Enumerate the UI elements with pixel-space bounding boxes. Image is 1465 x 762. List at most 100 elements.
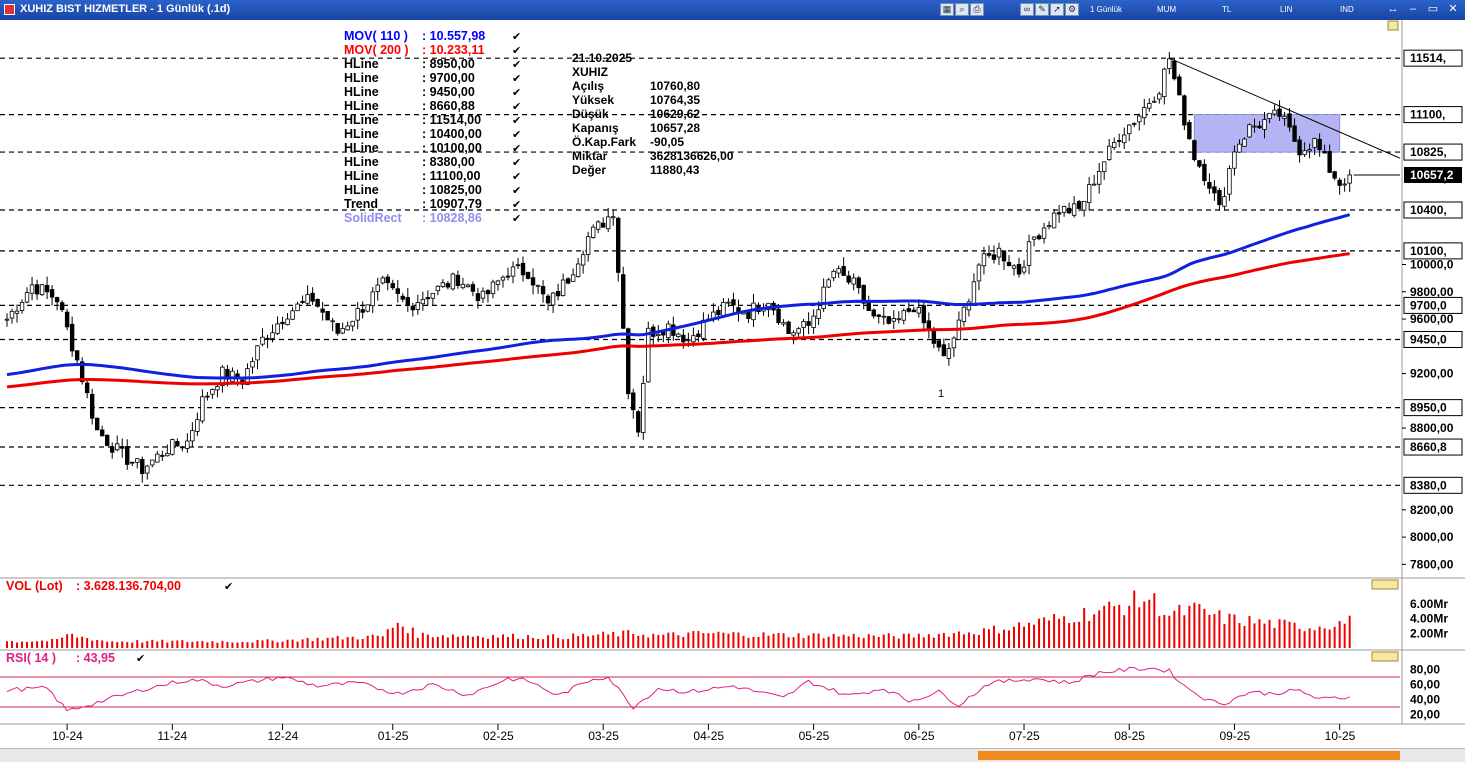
volume-bar xyxy=(1263,623,1266,648)
toolbar-icon[interactable]: ➚ xyxy=(1050,3,1064,16)
check-icon: ✔ xyxy=(512,101,521,113)
candle-body xyxy=(656,333,661,337)
candle-body xyxy=(1302,150,1307,156)
volume-bar xyxy=(862,638,865,648)
toolbar-indicators[interactable]: IND xyxy=(1340,5,1354,14)
volume-bar xyxy=(106,641,109,648)
volume-bar xyxy=(1248,616,1251,648)
candle-body xyxy=(886,316,891,324)
candle-body xyxy=(911,309,917,313)
volume-bar xyxy=(507,637,509,648)
legend-value: : 9450,00 xyxy=(422,85,475,99)
candle-body xyxy=(1232,151,1237,169)
toolbar-scale[interactable]: LIN xyxy=(1280,5,1293,14)
candle-body xyxy=(170,439,175,455)
volume-bar xyxy=(156,641,159,648)
price-axis: 10000,0 9800,00 9600,00 9200,00 8800,00 8200,… xyxy=(1402,49,1463,722)
hline-label: 10100, xyxy=(1410,244,1447,258)
volume-bar xyxy=(1113,606,1116,648)
volume-bar xyxy=(912,637,915,648)
time-scrollbar[interactable] xyxy=(0,748,1465,762)
candle-body xyxy=(415,302,421,310)
volume-bar xyxy=(146,641,149,648)
trend-line-segment xyxy=(1169,57,1401,159)
candle-body xyxy=(1162,68,1167,97)
toolbar-icon[interactable]: ⚙ xyxy=(1065,3,1079,16)
volume-bar xyxy=(802,638,805,648)
candle-body xyxy=(355,308,360,321)
volume-bar xyxy=(922,637,925,648)
legend-label: Trend xyxy=(344,197,378,211)
candle-body xyxy=(1081,200,1087,211)
candle-body xyxy=(280,321,285,325)
candle-body xyxy=(335,323,340,334)
info-label: Açılış xyxy=(572,79,604,93)
volume-bar xyxy=(1093,614,1096,648)
candle-body xyxy=(575,263,581,277)
candle-body xyxy=(726,301,731,304)
candle-body xyxy=(400,295,405,300)
volume-bar xyxy=(952,633,955,648)
close-icon[interactable]: ✕ xyxy=(1448,3,1458,15)
volume-bar xyxy=(206,642,209,648)
scroll-thumb[interactable] xyxy=(978,751,1400,760)
candle-body xyxy=(560,279,566,297)
candle-body xyxy=(190,430,195,442)
volume-bar xyxy=(732,632,735,648)
candle-body xyxy=(205,395,210,398)
toolbar-icon[interactable]: ∞ xyxy=(1020,3,1034,16)
rsi-series-line xyxy=(6,666,1350,712)
legend-value: : 10100,00 xyxy=(422,141,482,155)
candle-body xyxy=(130,461,135,464)
candle-body xyxy=(1242,138,1247,147)
volume-bar xyxy=(602,631,605,648)
toolbar-style[interactable]: MUM xyxy=(1157,5,1177,14)
candle-body xyxy=(791,332,796,336)
toolbar-icon[interactable]: ▦ xyxy=(940,3,954,16)
volume-bar xyxy=(972,634,975,648)
expand-icon[interactable]: ↔ xyxy=(1387,3,1399,15)
legend-label: HLine xyxy=(344,141,379,155)
volume-bar xyxy=(1193,602,1196,648)
candle-body xyxy=(1252,125,1257,128)
candle-body xyxy=(310,292,315,302)
volume-bar xyxy=(702,633,705,648)
toolbar-currency[interactable]: TL xyxy=(1222,5,1232,14)
volume-bar xyxy=(882,634,885,648)
toolbar-icon[interactable]: ✎ xyxy=(1035,3,1049,16)
time-tick-label: 06-25 xyxy=(904,729,935,743)
candle-body xyxy=(626,328,631,395)
candle-body xyxy=(1297,139,1302,156)
volume-bar xyxy=(672,632,675,648)
candle-body xyxy=(305,294,310,304)
candle-body xyxy=(946,348,952,359)
volume-bar xyxy=(101,640,104,648)
volume-bar xyxy=(1198,604,1201,648)
candle-body xyxy=(976,264,982,282)
volume-bar xyxy=(542,639,545,648)
volume-bar xyxy=(306,637,309,648)
candle-body xyxy=(115,443,120,451)
restore-icon[interactable]: ▭ xyxy=(1427,3,1439,15)
chart-area[interactable]: 10000,0 9800,00 9600,00 9200,00 8800,00 8200,… xyxy=(0,20,1465,748)
volume-bar xyxy=(677,635,680,648)
volume-tick-label: 6.00Mr xyxy=(1410,597,1448,611)
candle-body xyxy=(1127,124,1132,135)
toolbar-icon[interactable]: ⌕ xyxy=(955,3,969,16)
hline-label-box xyxy=(1403,49,1463,67)
volume-bar xyxy=(406,633,409,648)
candle-body xyxy=(445,283,451,288)
volume-bar xyxy=(1228,613,1231,648)
volume-bar xyxy=(662,634,665,648)
toolbar-period[interactable]: 1 Günlük xyxy=(1090,5,1123,14)
hline-label: 9700,0 xyxy=(1410,298,1447,312)
volume-bar xyxy=(381,636,384,648)
candle-body xyxy=(265,337,270,340)
volume-bar xyxy=(46,641,49,648)
toolbar-icon[interactable]: ⎙ xyxy=(970,3,984,16)
candle-body xyxy=(881,315,886,318)
volume-bar xyxy=(76,637,79,648)
minimize-icon[interactable]: – xyxy=(1409,3,1417,15)
candle-body xyxy=(991,254,997,260)
